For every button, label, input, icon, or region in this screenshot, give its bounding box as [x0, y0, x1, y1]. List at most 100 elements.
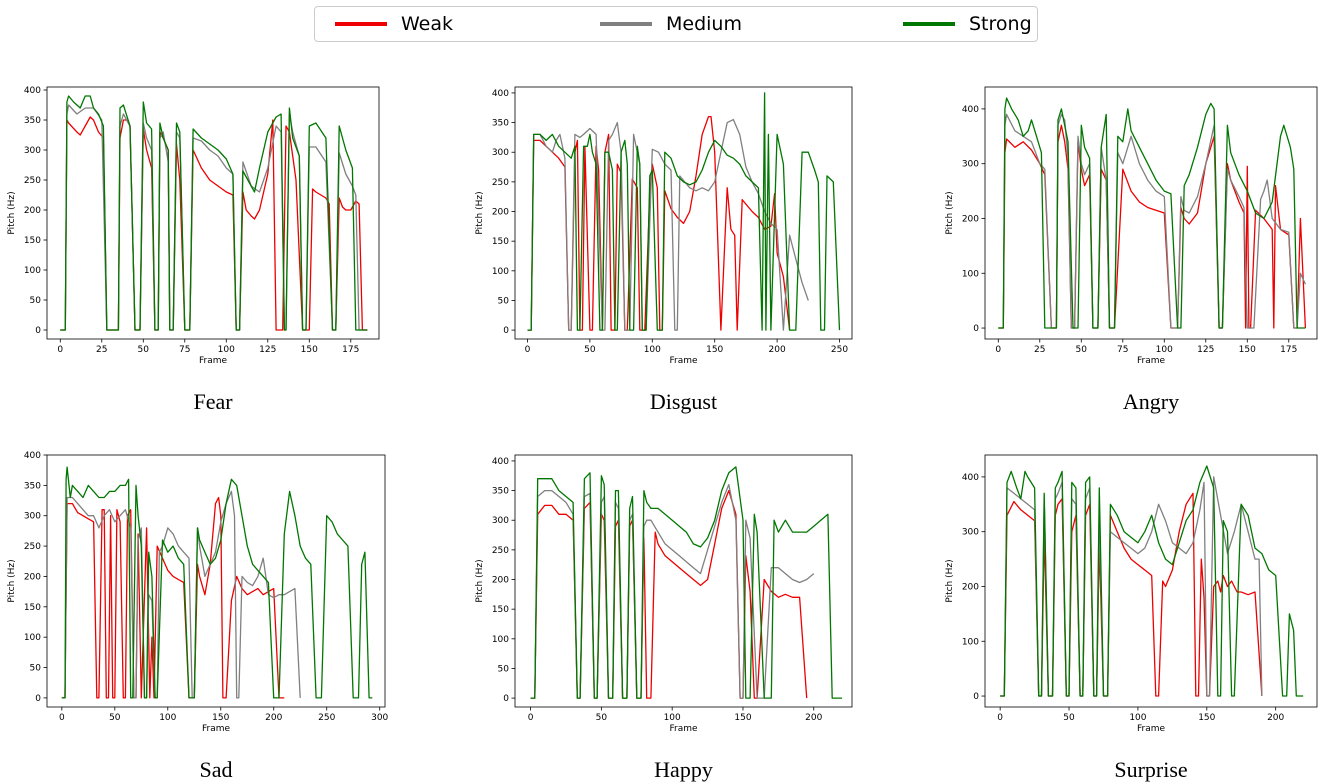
x-tick-label: 100 — [1156, 345, 1173, 355]
y-tick-label: 300 — [492, 148, 509, 158]
y-tick-label: 0 — [35, 694, 41, 704]
x-axis-label: Frame — [202, 724, 231, 734]
y-tick-label: 100 — [24, 633, 41, 643]
chart-angry: 0 25 50 75 100 125 150 175 0 100 200 300 400 Frame Pit… — [945, 86, 1318, 414]
y-tick-label: 300 — [24, 512, 41, 522]
chart-caption: Fear — [193, 389, 233, 414]
y-tick-label: 350 — [24, 116, 41, 126]
y-tick-label: 100 — [492, 267, 509, 277]
x-tick-label: 50 — [584, 345, 596, 355]
chart-surprise: 0 50 100 150 200 0 100 200 300 400 Frame Pitch (Hz)… — [945, 454, 1318, 782]
legend-item-medium: Medium — [600, 7, 742, 41]
y-axis-label: Pitch (Hz) — [945, 191, 955, 234]
x-tick-label: 0 — [528, 713, 534, 723]
x-tick-label: 25 — [1034, 345, 1045, 355]
x-tick-label: 125 — [259, 345, 276, 355]
x-tick-label: 150 — [212, 713, 229, 723]
x-axis-label: Frame — [1137, 724, 1166, 734]
chart-caption: Happy — [654, 757, 713, 782]
y-tick-label: 50 — [30, 296, 42, 306]
y-tick-label: 0 — [973, 324, 979, 334]
chart-disgust: 0 50 100 150 200 250 0 50 100 150 200 250 300 350 400 F… — [475, 86, 853, 414]
x-tick-label: 150 — [706, 345, 723, 355]
y-tick-label: 350 — [492, 119, 509, 129]
y-tick-label: 200 — [962, 214, 979, 224]
y-tick-label: 250 — [24, 542, 41, 552]
y-axis-label: Pitch (Hz) — [945, 559, 955, 602]
y-tick-label: 0 — [35, 326, 41, 336]
x-tick-label: 100 — [218, 345, 235, 355]
x-tick-label: 0 — [525, 345, 531, 355]
x-tick-label: 200 — [265, 713, 282, 723]
x-axis-label: Frame — [199, 356, 228, 366]
x-tick-label: 300 — [371, 713, 388, 723]
y-tick-label: 200 — [962, 582, 979, 592]
legend-swatch-strong — [903, 22, 955, 26]
series-line-strong — [1000, 465, 1304, 697]
legend-swatch-medium — [600, 22, 652, 26]
x-tick-label: 100 — [644, 345, 661, 355]
y-tick-label: 350 — [24, 481, 41, 491]
plot-frame — [514, 454, 853, 708]
y-tick-label: 400 — [24, 86, 41, 96]
chart-caption: Sad — [200, 757, 233, 782]
x-tick-label: 200 — [769, 345, 786, 355]
plot-frame — [984, 454, 1318, 708]
series-line-strong — [61, 466, 373, 699]
y-axis-label: Pitch (Hz) — [475, 191, 485, 234]
y-tick-label: 150 — [492, 605, 509, 615]
series-line-medium — [61, 490, 301, 699]
y-tick-label: 100 — [24, 266, 41, 276]
x-tick-label: 150 — [1239, 345, 1256, 355]
x-tick-label: 50 — [1076, 345, 1088, 355]
x-tick-label: 50 — [596, 713, 608, 723]
y-tick-label: 300 — [962, 528, 979, 538]
y-tick-label: 250 — [24, 176, 41, 186]
y-tick-label: 100 — [962, 637, 979, 647]
y-tick-label: 150 — [492, 237, 509, 247]
y-tick-label: 400 — [24, 451, 41, 461]
y-tick-label: 200 — [492, 208, 509, 218]
series-line-weak — [61, 496, 285, 699]
x-tick-label: 175 — [342, 345, 359, 355]
y-tick-label: 400 — [962, 473, 979, 483]
y-tick-label: 250 — [492, 546, 509, 556]
plot-frame — [46, 86, 380, 340]
x-tick-label: 250 — [318, 713, 335, 723]
x-tick-label: 175 — [1280, 345, 1297, 355]
plot-frame — [984, 86, 1318, 340]
legend: Weak Medium Strong — [314, 6, 1038, 42]
x-tick-label: 50 — [109, 713, 121, 723]
x-tick-label: 0 — [995, 345, 1001, 355]
chart-caption: Angry — [1123, 389, 1179, 414]
y-tick-label: 300 — [24, 146, 41, 156]
x-tick-label: 50 — [138, 345, 150, 355]
x-axis-label: Frame — [669, 724, 698, 734]
y-tick-label: 150 — [24, 603, 41, 613]
y-tick-label: 150 — [24, 236, 41, 246]
x-tick-label: 150 — [734, 713, 751, 723]
x-tick-label: 200 — [805, 713, 822, 723]
legend-label-strong: Strong — [969, 13, 1032, 35]
x-tick-label: 0 — [59, 713, 65, 723]
y-tick-label: 100 — [962, 269, 979, 279]
x-tick-label: 200 — [1267, 713, 1284, 723]
series-line-strong — [530, 466, 843, 699]
chart-caption: Surprise — [1114, 757, 1187, 782]
chart-sad: 0 50 100 150 200 250 300 0 50 100 150 200 250 300 350 4… — [7, 451, 389, 782]
series-line-strong — [60, 95, 368, 331]
x-tick-label: 125 — [1197, 345, 1214, 355]
legend-label-medium: Medium — [666, 13, 742, 35]
x-tick-label: 0 — [57, 345, 63, 355]
x-tick-label: 150 — [1198, 713, 1215, 723]
x-tick-label: 100 — [159, 713, 176, 723]
y-tick-label: 200 — [24, 206, 41, 216]
x-tick-label: 25 — [96, 345, 107, 355]
plot-frame — [46, 454, 386, 708]
y-axis-label: Pitch (Hz) — [475, 559, 485, 602]
x-tick-label: 250 — [831, 345, 848, 355]
legend-item-strong: Strong — [903, 7, 1032, 41]
x-tick-label: 75 — [179, 345, 190, 355]
y-tick-label: 250 — [492, 178, 509, 188]
